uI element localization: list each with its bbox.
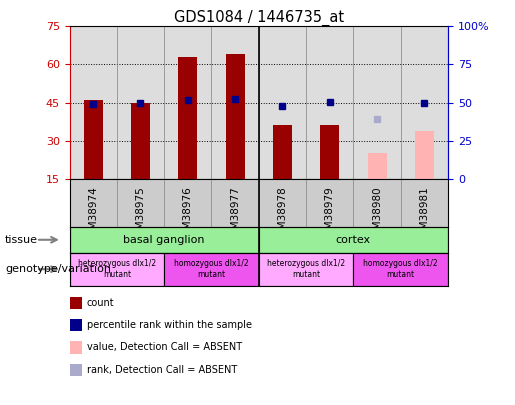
Bar [131, 102, 150, 179]
Text: homozygous dlx1/2
mutant: homozygous dlx1/2 mutant [364, 260, 438, 279]
Text: heterozygous dlx1/2
mutant: heterozygous dlx1/2 mutant [78, 260, 156, 279]
Text: tissue: tissue [5, 235, 38, 245]
Text: GSM38976: GSM38976 [183, 186, 193, 243]
Text: cortex: cortex [336, 235, 371, 245]
Bar [70, 227, 259, 253]
Bar [70, 253, 164, 286]
Bar [368, 153, 387, 179]
Bar [259, 253, 353, 286]
Text: genotype/variation: genotype/variation [5, 264, 111, 274]
Text: GSM38975: GSM38975 [135, 186, 146, 243]
Text: homozygous dlx1/2
mutant: homozygous dlx1/2 mutant [174, 260, 249, 279]
Bar [259, 227, 448, 253]
Bar [84, 100, 102, 179]
Text: GSM38974: GSM38974 [88, 186, 98, 243]
Text: count: count [87, 298, 114, 308]
Text: value, Detection Call = ABSENT: value, Detection Call = ABSENT [87, 343, 242, 352]
Text: GSM38978: GSM38978 [278, 186, 287, 243]
Bar [415, 130, 434, 179]
Bar [164, 253, 259, 286]
Text: heterozygous dlx1/2
mutant: heterozygous dlx1/2 mutant [267, 260, 345, 279]
Text: rank, Detection Call = ABSENT: rank, Detection Call = ABSENT [87, 365, 237, 375]
Text: basal ganglion: basal ganglion [124, 235, 205, 245]
Text: GSM38981: GSM38981 [419, 186, 430, 243]
Bar [273, 126, 292, 179]
Bar [320, 126, 339, 179]
Text: GSM38980: GSM38980 [372, 186, 382, 243]
Title: GDS1084 / 1446735_at: GDS1084 / 1446735_at [174, 10, 344, 26]
Text: GSM38979: GSM38979 [325, 186, 335, 243]
Bar [353, 253, 448, 286]
Bar [178, 57, 197, 179]
Text: percentile rank within the sample: percentile rank within the sample [87, 320, 251, 330]
Bar [226, 54, 245, 179]
Text: GSM38977: GSM38977 [230, 186, 240, 243]
